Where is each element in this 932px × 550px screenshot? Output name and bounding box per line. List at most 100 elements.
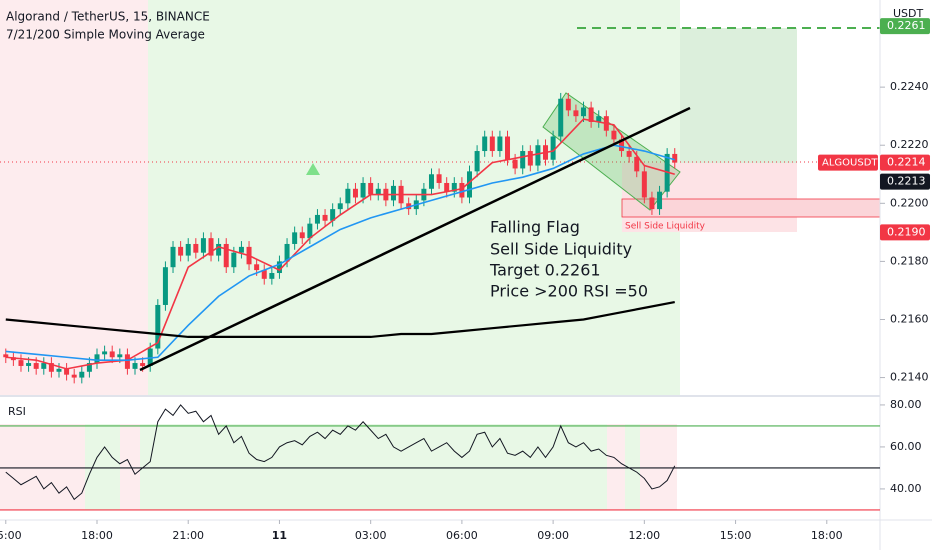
x-tick-label: 15:00 bbox=[720, 529, 752, 542]
rsi-line bbox=[5, 404, 676, 501]
price-label: 0.2213 bbox=[887, 175, 926, 188]
candle-body bbox=[314, 214, 320, 224]
candle-body bbox=[254, 264, 260, 271]
candle-body bbox=[375, 188, 381, 195]
x-tick-label: 18:00 bbox=[811, 529, 843, 542]
rsi-shade bbox=[640, 424, 677, 510]
rsi-shade bbox=[85, 424, 120, 510]
trendline bbox=[139, 106, 691, 372]
candle-body bbox=[162, 267, 168, 305]
candle-body bbox=[459, 182, 465, 198]
candle-body bbox=[185, 243, 191, 256]
price-label: 0.2190 bbox=[887, 225, 926, 238]
annotation: Price >200 RSI =50 bbox=[490, 282, 648, 301]
candle-body bbox=[223, 243, 229, 268]
target-zone bbox=[680, 28, 797, 163]
moving-average bbox=[5, 144, 675, 361]
rsi-shade bbox=[120, 424, 140, 510]
x-tick-label: 18:00 bbox=[81, 529, 113, 542]
candle-body bbox=[330, 209, 336, 221]
x-tick-label: 03:00 bbox=[355, 529, 387, 542]
price-label-box bbox=[880, 224, 930, 241]
candle-body bbox=[520, 151, 526, 169]
rsi-shade bbox=[625, 424, 640, 510]
zone-label: Sell Side Liquidity bbox=[625, 222, 706, 232]
candle-body bbox=[18, 360, 24, 366]
candle-body bbox=[284, 243, 290, 262]
x-tick-label: 12:00 bbox=[628, 529, 660, 542]
candle-body bbox=[657, 191, 663, 210]
rsi-shade bbox=[607, 424, 625, 510]
candle-body bbox=[269, 273, 275, 279]
price-label-box bbox=[880, 18, 930, 35]
candle-body bbox=[117, 354, 123, 358]
candle-body bbox=[79, 371, 85, 378]
candle-body bbox=[641, 171, 647, 198]
rsi-shade bbox=[0, 424, 85, 510]
candle-body bbox=[337, 203, 343, 210]
candle-body bbox=[102, 351, 108, 355]
candle-body bbox=[581, 107, 587, 117]
candle-body bbox=[672, 153, 678, 163]
candle-body bbox=[588, 107, 594, 122]
candle-body bbox=[109, 351, 115, 358]
candle-body bbox=[200, 238, 206, 253]
signal-triangle bbox=[306, 163, 320, 175]
candle-body bbox=[436, 174, 442, 183]
y-tick-label: 0.2160 bbox=[890, 312, 929, 325]
y-tick-label: 0.2200 bbox=[890, 196, 929, 209]
candle-body bbox=[64, 368, 70, 375]
candle-body bbox=[558, 98, 564, 137]
moving-average bbox=[5, 118, 675, 370]
candle-body bbox=[140, 363, 146, 366]
x-tick-label: 15:00 bbox=[0, 529, 22, 542]
candle-body bbox=[292, 232, 298, 244]
price-label-box bbox=[880, 154, 930, 171]
annotation: Target 0.2261 bbox=[489, 261, 601, 280]
candle-body bbox=[352, 188, 358, 198]
candle-body bbox=[550, 136, 556, 160]
candle-body bbox=[611, 130, 617, 140]
candle-body bbox=[56, 368, 62, 372]
candle-body bbox=[86, 363, 92, 372]
candle-body bbox=[276, 261, 282, 274]
annotation: Sell Side Liquidity bbox=[490, 240, 632, 259]
candle-body bbox=[390, 185, 396, 201]
candle-body bbox=[368, 182, 374, 195]
candle-body bbox=[155, 304, 161, 349]
candle-body bbox=[33, 363, 39, 369]
candle-body bbox=[216, 243, 222, 256]
rsi-title: RSI bbox=[8, 405, 26, 418]
candle-body bbox=[596, 116, 602, 122]
candle-body bbox=[193, 243, 199, 253]
y-tick-label: 0.2140 bbox=[890, 371, 929, 384]
rsi-shade bbox=[140, 424, 607, 510]
candle-body bbox=[505, 136, 511, 160]
candle-body bbox=[231, 252, 237, 268]
candle-body bbox=[124, 354, 130, 369]
y-tick-label: 60.00 bbox=[890, 440, 922, 453]
candle-body bbox=[535, 145, 541, 166]
indicator-name: 7/21/200 Simple Moving Average bbox=[6, 28, 205, 42]
y-tick-label: 80.00 bbox=[890, 398, 922, 411]
moving-average bbox=[5, 300, 675, 339]
x-tick-label: 21:00 bbox=[172, 529, 204, 542]
labels: Algorand / TetherUS, 15, BINANCE 7/21/20… bbox=[6, 7, 924, 418]
candle-body bbox=[170, 246, 176, 268]
candle-body bbox=[649, 197, 655, 210]
candle-body bbox=[573, 110, 579, 117]
candle-body bbox=[26, 363, 32, 366]
price-label: 0.2261 bbox=[887, 19, 926, 32]
symbol-label: ALGOUSDT bbox=[822, 158, 878, 169]
candle-body bbox=[565, 98, 571, 111]
candle-body bbox=[41, 363, 47, 369]
candle-body bbox=[94, 354, 100, 364]
x-tick-label: 06:00 bbox=[446, 529, 478, 542]
candle-body bbox=[71, 374, 77, 378]
candle-body bbox=[497, 136, 503, 152]
symbol-box bbox=[818, 154, 878, 171]
